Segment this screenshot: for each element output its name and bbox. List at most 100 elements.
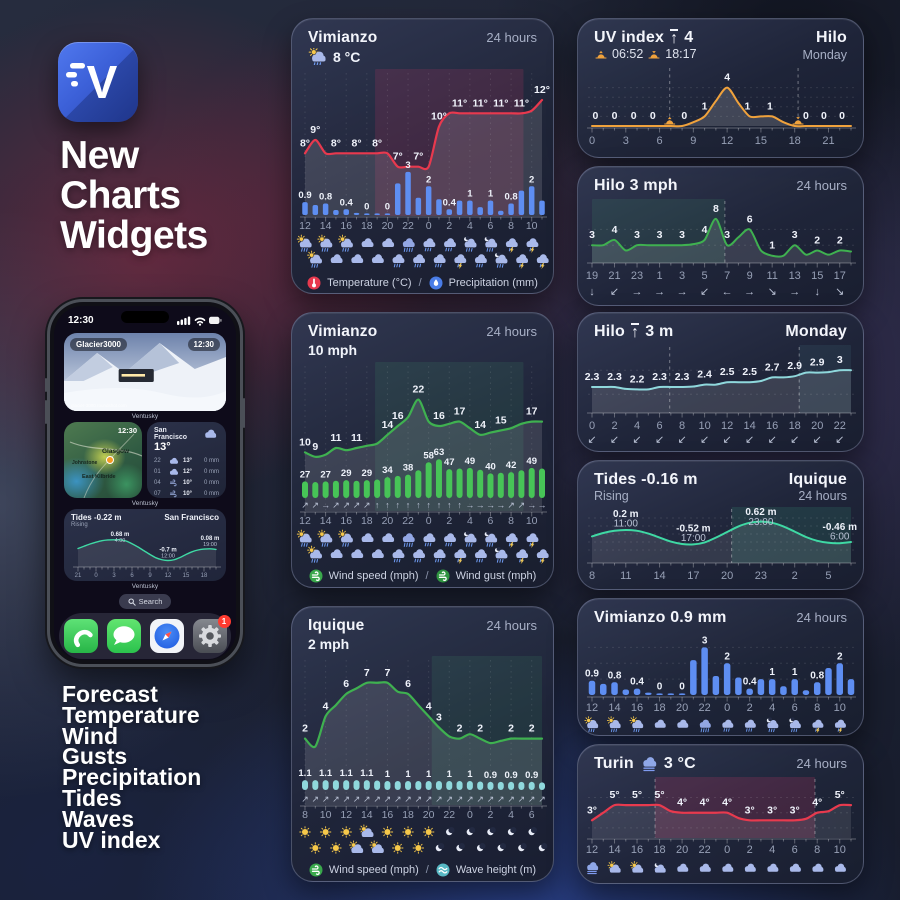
widget-temperature-vimianzo[interactable]: Vimianzo 24 hours 8 °C 0.9 0.8 0.4 0 0 3 2 0.4 1…	[291, 18, 554, 294]
svg-text:→: →	[465, 500, 474, 510]
phone-side-button	[45, 378, 47, 392]
svg-text:7: 7	[385, 667, 391, 679]
phone-app-icon[interactable]	[63, 619, 98, 653]
svg-text:4: 4	[426, 700, 432, 712]
svg-text:4: 4	[634, 420, 640, 432]
svg-text:2: 2	[837, 651, 843, 662]
widget-range: 24 hours	[796, 610, 847, 625]
svg-text:←: ←	[722, 286, 733, 298]
svg-text:4: 4	[769, 702, 775, 714]
widget-title: Vimianzo 0.9 mm	[594, 609, 727, 626]
ventusky-logo-icon: V	[66, 56, 118, 108]
widget-title: Vimianzo	[308, 29, 378, 46]
svg-text:17: 17	[526, 406, 538, 418]
svg-text:↙: ↙	[835, 434, 844, 446]
safari-app-icon[interactable]	[149, 619, 184, 653]
widget-wind-hilo[interactable]: Hilo 3 mph 24 hours 3 4 3 3 3 4 8 3 6 1 3 2 2 ↓ ↙ → → → ↙ ←…	[577, 166, 864, 306]
svg-text:8: 8	[713, 203, 719, 215]
svg-text:1: 1	[467, 189, 473, 200]
svg-text:4: 4	[702, 224, 708, 236]
svg-text:2: 2	[457, 723, 463, 735]
svg-text:0: 0	[364, 201, 369, 212]
svg-text:↙: ↙	[723, 434, 732, 446]
svg-text:2.3: 2.3	[652, 371, 667, 383]
svg-text:29: 29	[362, 468, 373, 479]
widget-title: Vimianzo	[308, 323, 378, 340]
svg-text:22: 22	[413, 384, 425, 396]
mini-tides-chart: 21 0 3 6 9 12 15 18 0.68 m4:00 -0.7 m12:00 0.08 m1…	[73, 532, 221, 579]
svg-text:↗: ↗	[445, 794, 453, 804]
svg-text:0: 0	[839, 110, 845, 122]
svg-text:↗: ↗	[332, 794, 340, 804]
messages-app-icon[interactable]	[106, 619, 141, 653]
svg-text:4°: 4°	[812, 797, 822, 809]
svg-text:11: 11	[620, 570, 631, 582]
notification-badge: 1	[217, 615, 231, 628]
webcam-widget[interactable]: Glacier3000 12:30 glacier-	[64, 333, 226, 411]
temperature-chart: 3° 5° 5° 5° 4° 4° 4° 3° 3° 3° 4° 5° 12 14 16 18 20 22 0 2 4 6…	[586, 777, 856, 875]
svg-text:0: 0	[631, 110, 637, 122]
svg-text:-0.46 m: -0.46 m	[823, 522, 858, 533]
svg-text:1: 1	[488, 189, 494, 200]
svg-text:-0.7 m: -0.7 m	[159, 548, 176, 554]
svg-text:→: →	[321, 500, 330, 510]
svg-text:2: 2	[477, 723, 483, 735]
tide-state: Rising	[594, 489, 629, 503]
widget-temperature-turin[interactable]: Turin 3 °C 24 hours 3° 5° 5° 5° 4° 4° 4° 3° 3° 3°…	[577, 744, 864, 884]
svg-text:2: 2	[529, 723, 535, 735]
widget-waves-hilo[interactable]: Hilo ↑ 3 m Monday 2.3 2.3 2.2 2.3 2.3 2.4 2.5 2…	[577, 312, 864, 452]
svg-text:6: 6	[657, 135, 663, 147]
svg-text:1.1: 1.1	[298, 768, 312, 779]
svg-text:16: 16	[340, 220, 352, 232]
widget-title: Hilo ↑ 3 m	[594, 323, 673, 341]
svg-text:0: 0	[679, 681, 685, 692]
svg-text:1: 1	[744, 100, 750, 112]
svg-text:↗: ↗	[342, 500, 350, 510]
svg-text:8: 8	[302, 809, 308, 821]
svg-text:20: 20	[721, 570, 733, 582]
svg-text:14: 14	[608, 702, 620, 714]
widget-precipitation-vimianzo[interactable]: Vimianzo 0.9 mm 24 hours 0.9 0.8 0.4 0 0 3 2 0.…	[577, 598, 864, 736]
widget-wind-vimianzo[interactable]: Vimianzo 24 hours 10 mph 27 27 29 29 34 38 58 6…	[291, 312, 554, 588]
app-label: Ventusky	[131, 413, 159, 420]
svg-text:7°: 7°	[393, 151, 403, 163]
svg-text:0: 0	[657, 681, 663, 692]
svg-text:9: 9	[690, 135, 696, 147]
forecast-widget[interactable]: San Francisco 13° 22 13° 0 mm 01 12° 0 mm 04 10…	[147, 422, 226, 498]
radar-map-widget[interactable]: 12:30 Glasgow East Kilbride Johnstone	[64, 422, 142, 498]
search-pill[interactable]: Search	[118, 594, 172, 609]
settings-app-icon[interactable]: 1	[192, 615, 231, 653]
svg-text:2: 2	[426, 174, 431, 185]
svg-text:2: 2	[488, 809, 494, 821]
webcam-caption: glacier-3000.roundshot.com	[71, 403, 127, 408]
svg-text:0.9: 0.9	[525, 770, 538, 781]
phone-side-button	[243, 398, 245, 428]
svg-text:18: 18	[201, 573, 208, 579]
headline-line: Widgets	[60, 214, 208, 257]
feature-item: Gusts	[62, 743, 128, 770]
svg-text:27: 27	[300, 469, 311, 480]
svg-text:↗: ↗	[507, 794, 515, 804]
svg-text:2.3: 2.3	[607, 371, 622, 383]
svg-text:8: 8	[508, 220, 514, 232]
svg-text:2: 2	[529, 174, 534, 185]
widget-range: 24 hours	[486, 30, 537, 45]
svg-text:4: 4	[612, 224, 618, 236]
svg-text:12: 12	[586, 702, 598, 714]
mini-tides-widget[interactable]: Tides -0.22 m San Francisco Rising 21 0 3 6…	[64, 509, 226, 581]
svg-text:9°: 9°	[310, 124, 320, 136]
widget-row: 12:30 Glasgow East Kilbride Johnstone Sa…	[64, 422, 226, 498]
widget-wind-iquique[interactable]: Iquique 24 hours 2 mph 1.1 1.1 1.1 1.1 1 1 1 1 1…	[291, 606, 554, 882]
svg-text:2: 2	[446, 515, 452, 527]
sunrise-icon	[595, 50, 607, 59]
widget-tides-iquique[interactable]: Tides -0.16 m Iquique Rising 24 hours 8 1…	[577, 460, 864, 590]
svg-text:7: 7	[364, 667, 370, 679]
svg-text:↑: ↑	[406, 500, 411, 510]
svg-text:6: 6	[488, 220, 494, 232]
forecast-row: 07 10° 0 mm	[154, 489, 219, 497]
svg-text:↙: ↙	[813, 434, 822, 446]
svg-text:15: 15	[755, 135, 767, 147]
svg-text:12: 12	[299, 515, 311, 527]
